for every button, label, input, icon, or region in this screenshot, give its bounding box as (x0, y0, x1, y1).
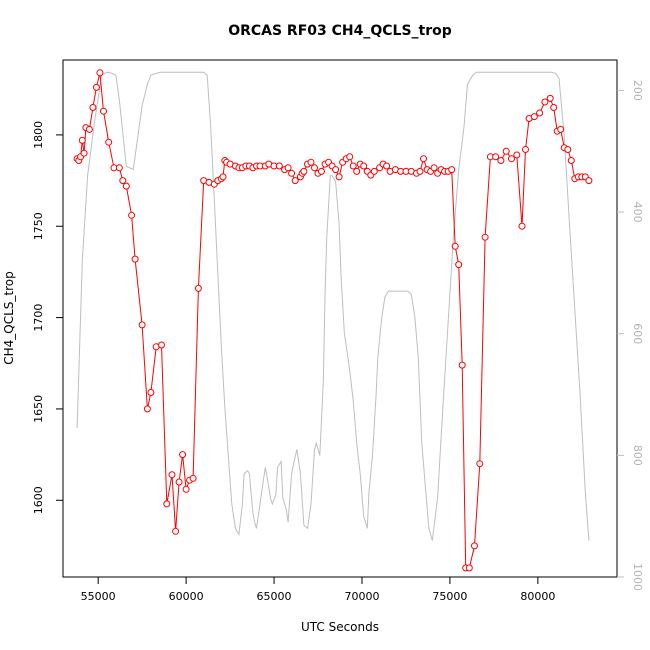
ch4-point (550, 104, 558, 111)
y-tick-label: 1750 (32, 212, 45, 240)
ch4-point (105, 138, 113, 146)
pressure-line (76, 71, 590, 541)
ch4-point (307, 158, 315, 166)
y2-tick-label: 400 (631, 202, 644, 223)
ch4-point (96, 69, 104, 77)
ch4-point (115, 164, 123, 172)
ch4-point (536, 109, 544, 117)
ch4-point (458, 361, 466, 369)
ch4-point (416, 167, 424, 175)
y-tick-label: 1650 (32, 395, 45, 423)
ch4-point (471, 542, 478, 550)
ch4-point (502, 147, 510, 155)
chart-title: ORCAS RF03 CH4_QCLS_trop (228, 23, 452, 39)
y-tick-label: 1700 (32, 304, 45, 332)
ch4-point (179, 451, 187, 459)
x-tick-label: 80000 (520, 590, 555, 603)
ch4-point (564, 146, 572, 153)
ch4-point (518, 222, 526, 230)
y2-tick-label: 200 (631, 80, 644, 101)
y2-axis: 200 400 600 800 1000 (617, 80, 644, 591)
ch4-point (360, 162, 368, 170)
y-axis: 1600 1650 1700 1750 1800 (32, 121, 63, 514)
ch4-point (497, 157, 505, 164)
ch4-point (131, 255, 139, 263)
ch4-point (89, 104, 97, 111)
ch4-point (128, 211, 136, 219)
ch4-point (78, 136, 86, 144)
ch4-point (147, 389, 155, 396)
x-tick-label: 75000 (432, 590, 467, 603)
ch4-series (73, 69, 593, 572)
ch4-point (85, 125, 93, 133)
ch4-point (182, 485, 190, 493)
ch4-point (481, 233, 489, 241)
ch4-point (353, 167, 361, 175)
x-tick-label: 55000 (81, 590, 116, 603)
x-tick-label: 60000 (169, 590, 204, 603)
ch4-point (332, 166, 340, 174)
ch4-line (76, 72, 590, 569)
ch4-point (311, 164, 318, 172)
ch4-point (455, 261, 463, 269)
ch4-point (335, 173, 343, 181)
ch4-point (275, 162, 283, 170)
plot-frame (62, 59, 618, 578)
ch4-point (513, 151, 521, 159)
ch4-point (476, 460, 484, 468)
ch4-point (158, 341, 165, 349)
ch4-point (143, 405, 151, 413)
ch4-point (585, 177, 593, 185)
ch4-point (194, 284, 202, 292)
ch4-point (122, 182, 130, 190)
ch4-point (541, 98, 549, 106)
y-axis-title: CH4_QCLS_trop (2, 271, 16, 365)
ch4-point (557, 125, 565, 133)
ch4-point (567, 157, 575, 164)
x-axis-title: UTC Seconds (301, 620, 379, 634)
ch4-point (92, 83, 100, 91)
ch4-point (448, 166, 456, 174)
y-tick-label: 1800 (32, 121, 45, 149)
ch4-point (163, 500, 171, 508)
x-tick-label: 70000 (344, 590, 379, 603)
ch4-point (508, 155, 515, 163)
ch4-point (346, 153, 354, 161)
ch4-point (175, 478, 183, 486)
ch4-point (465, 564, 473, 572)
pressure-series (76, 71, 590, 541)
ch4-point (80, 149, 88, 157)
ch4-point (420, 155, 427, 163)
ch4-point (370, 167, 378, 175)
ch4-point (492, 153, 500, 161)
y2-tick-label: 1000 (631, 563, 644, 591)
ch4-point (100, 107, 107, 115)
ch4-point (430, 164, 438, 172)
ch4-point (172, 527, 180, 535)
ch4-point (546, 94, 554, 102)
ch4-point (383, 162, 391, 170)
y2-tick-label: 800 (631, 445, 644, 466)
ch4-point (284, 164, 292, 172)
ch4-point (451, 242, 459, 250)
x-axis: 55000 60000 65000 70000 75000 80000 (81, 576, 555, 603)
x-tick-label: 65000 (257, 590, 292, 603)
ch4-point (291, 177, 299, 185)
ch4-point (300, 167, 308, 175)
ch4-point (530, 113, 538, 121)
ch4-point (288, 169, 296, 177)
ch4-point (349, 162, 357, 170)
ch4-point (189, 474, 197, 482)
ch4-point (219, 173, 227, 181)
ch4-point (138, 321, 146, 329)
ch4-point (119, 177, 127, 185)
y-tick-label: 1600 (32, 486, 45, 514)
ch4-point (168, 471, 176, 479)
ch4-point (522, 146, 529, 153)
y2-tick-label: 600 (631, 323, 644, 344)
ch4-point (318, 167, 325, 175)
